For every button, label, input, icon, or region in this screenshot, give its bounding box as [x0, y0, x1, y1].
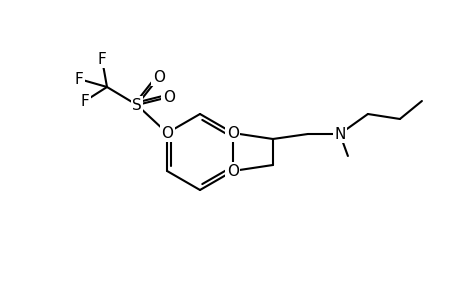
Text: O: O	[226, 164, 238, 178]
Text: N: N	[334, 127, 345, 142]
Text: O: O	[161, 125, 173, 140]
Text: F: F	[80, 94, 89, 109]
Text: O: O	[226, 125, 238, 140]
Text: O: O	[162, 89, 174, 104]
Text: F: F	[74, 71, 83, 86]
Text: O: O	[153, 70, 165, 85]
Text: F: F	[97, 52, 106, 67]
Text: S: S	[132, 98, 141, 112]
